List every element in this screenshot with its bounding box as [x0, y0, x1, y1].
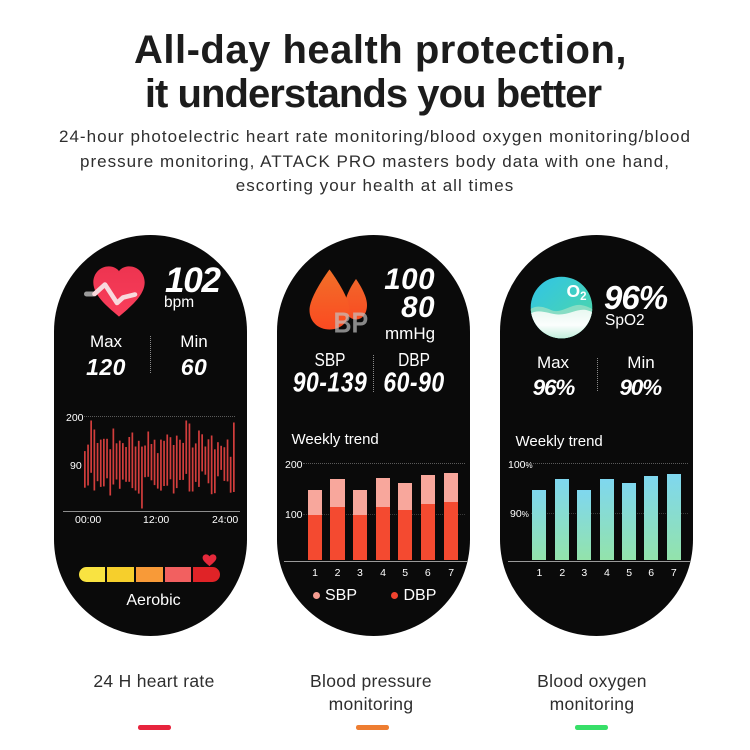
svg-text:BP: BP: [334, 307, 369, 334]
svg-text:O2: O2: [567, 281, 587, 303]
